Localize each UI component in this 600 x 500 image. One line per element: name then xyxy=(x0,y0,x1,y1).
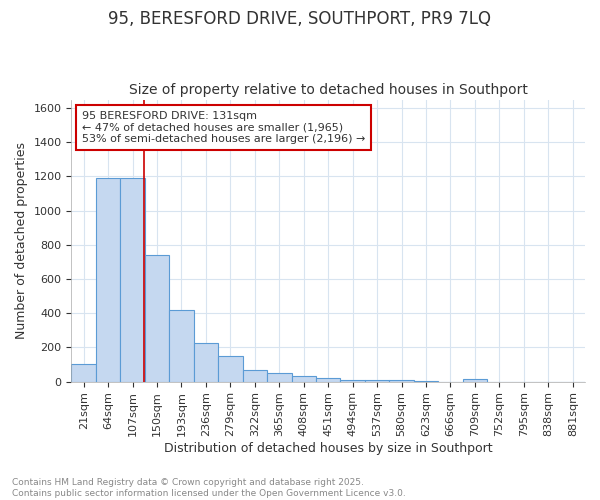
Bar xyxy=(145,255,169,382)
Bar xyxy=(414,381,438,382)
Bar xyxy=(389,380,414,382)
Bar xyxy=(169,310,194,382)
Text: Contains HM Land Registry data © Crown copyright and database right 2025.
Contai: Contains HM Land Registry data © Crown c… xyxy=(12,478,406,498)
Bar xyxy=(316,378,340,382)
Bar xyxy=(71,364,96,382)
Text: 95 BERESFORD DRIVE: 131sqm
← 47% of detached houses are smaller (1,965)
53% of s: 95 BERESFORD DRIVE: 131sqm ← 47% of deta… xyxy=(82,111,365,144)
Bar xyxy=(292,376,316,382)
Bar xyxy=(365,380,389,382)
Bar xyxy=(194,343,218,382)
Bar xyxy=(121,178,145,382)
Bar xyxy=(340,380,365,382)
Text: 95, BERESFORD DRIVE, SOUTHPORT, PR9 7LQ: 95, BERESFORD DRIVE, SOUTHPORT, PR9 7LQ xyxy=(109,10,491,28)
Y-axis label: Number of detached properties: Number of detached properties xyxy=(15,142,28,339)
Title: Size of property relative to detached houses in Southport: Size of property relative to detached ho… xyxy=(129,83,527,97)
Bar xyxy=(96,178,121,382)
Bar xyxy=(267,373,292,382)
X-axis label: Distribution of detached houses by size in Southport: Distribution of detached houses by size … xyxy=(164,442,493,455)
Bar xyxy=(242,370,267,382)
Bar xyxy=(218,356,242,382)
Bar xyxy=(463,378,487,382)
